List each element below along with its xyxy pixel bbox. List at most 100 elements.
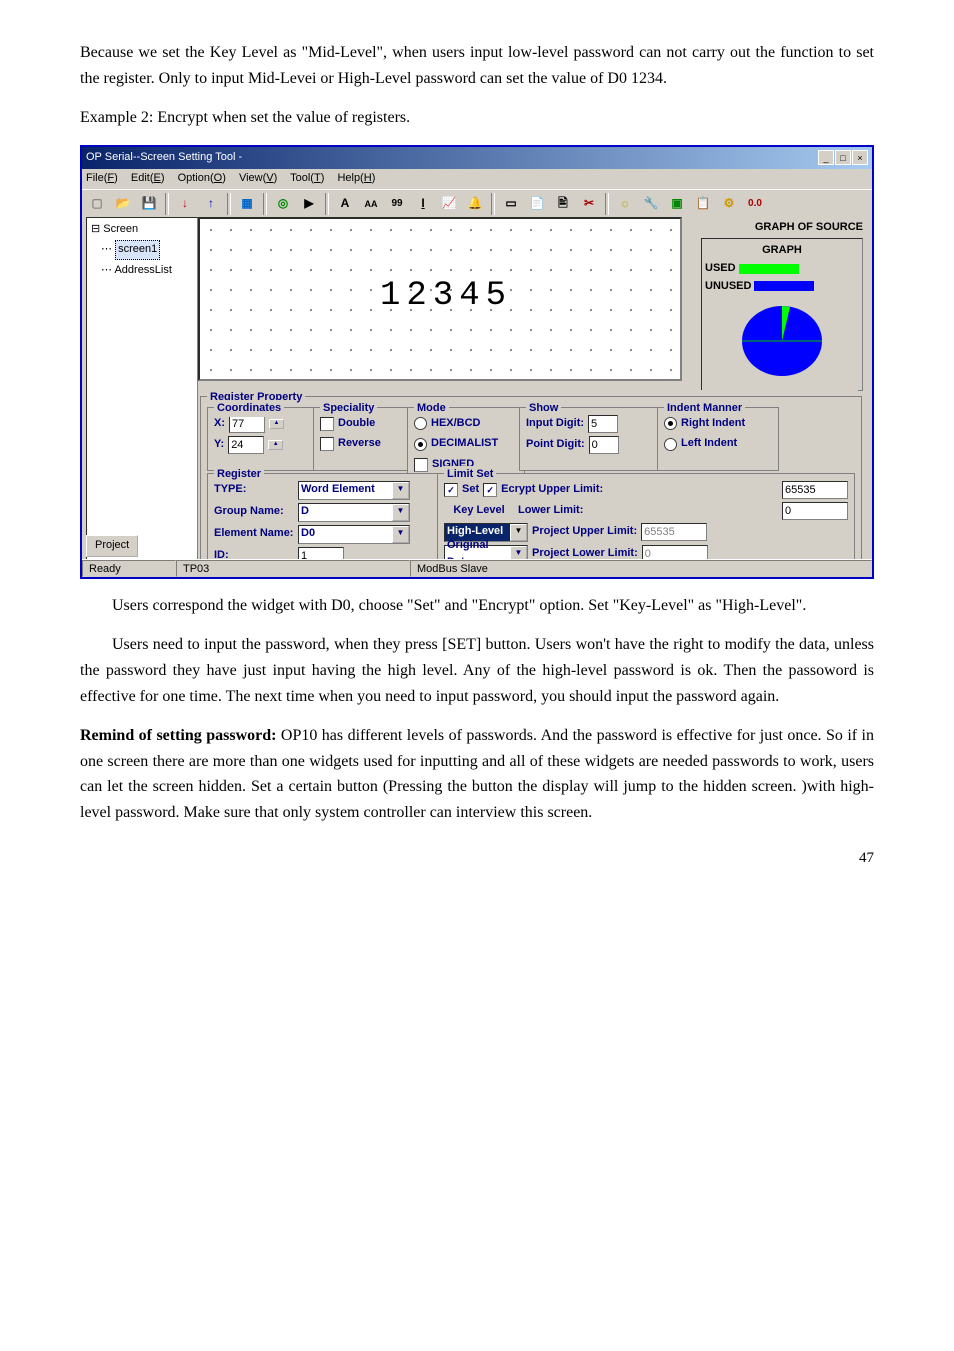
- label-type: TYPE:: [214, 481, 294, 499]
- tool-clip-icon[interactable]: 📋: [691, 192, 715, 216]
- menu-tool[interactable]: Tool(T): [290, 172, 324, 184]
- input-point-digit[interactable]: [589, 436, 619, 454]
- window-title: OP Serial--Screen Setting Tool -: [86, 149, 242, 167]
- tool-00-icon[interactable]: 0.0: [743, 192, 767, 216]
- tool-grid-icon[interactable]: ▦: [235, 192, 259, 216]
- chevron-down-icon[interactable]: ▼: [392, 482, 409, 499]
- used-swatch: [739, 264, 799, 274]
- tool-i-icon[interactable]: I: [411, 192, 435, 216]
- menu-file[interactable]: File(F): [86, 172, 118, 184]
- example-caption: Example 2: Encrypt when set the value of…: [80, 105, 874, 131]
- rad-left-indent[interactable]: [664, 438, 677, 451]
- pie-chart: [737, 301, 827, 381]
- tool-docs-icon[interactable]: 🖹: [551, 192, 575, 216]
- input-lower[interactable]: [782, 502, 848, 520]
- menu-option[interactable]: Option(O): [178, 172, 226, 184]
- grp-show: Show Input Digit: Point Digit:: [519, 407, 663, 471]
- tool-sun-icon[interactable]: ☼: [613, 192, 637, 216]
- graph-title: GRAPH OF SOURCE: [697, 217, 867, 239]
- chk-set[interactable]: ✓: [444, 483, 458, 497]
- register-property-panel: Register Property Coordinates X: ▲ Y: ▲ …: [198, 390, 858, 579]
- label-group: Group Name:: [214, 503, 294, 521]
- label-left-indent: Left Indent: [681, 435, 737, 453]
- label-keylevel: Key Level: [444, 502, 514, 520]
- status-protocol: ModBus Slave: [410, 560, 872, 577]
- tool-play-icon[interactable]: ▶: [297, 192, 321, 216]
- tab-project[interactable]: Project: [86, 535, 138, 557]
- tool-up-icon[interactable]: ↑: [199, 192, 223, 216]
- window-controls: _ □ ×: [818, 150, 868, 165]
- tree-addresslist[interactable]: ⋯ AddressList: [89, 261, 195, 281]
- spin-x[interactable]: ▲: [269, 419, 284, 429]
- outro-p1: Users correspond the widget with D0, cho…: [80, 593, 874, 619]
- design-canvas[interactable]: 12345: [198, 217, 682, 381]
- tool-aa-icon[interactable]: AA: [359, 192, 383, 216]
- chk-encrypt[interactable]: ✓: [483, 483, 497, 497]
- tool-a-icon[interactable]: A: [333, 192, 357, 216]
- menu-edit[interactable]: Edit(E): [131, 172, 165, 184]
- tool-new-icon[interactable]: ▢: [85, 192, 109, 216]
- maximize-icon[interactable]: □: [835, 150, 851, 165]
- tool-wrench-icon[interactable]: 🔧: [639, 192, 663, 216]
- canvas-value[interactable]: 12345: [380, 269, 512, 323]
- input-input-digit[interactable]: [588, 415, 618, 433]
- tool-gear-icon[interactable]: ⚙: [717, 192, 741, 216]
- tool-chart-icon[interactable]: 📈: [437, 192, 461, 216]
- spin-y[interactable]: ▲: [268, 440, 283, 450]
- input-upper[interactable]: [782, 481, 848, 499]
- chevron-down-icon[interactable]: ▼: [392, 504, 409, 521]
- chk-reverse[interactable]: [320, 437, 334, 451]
- graph-label: GRAPH: [705, 242, 859, 260]
- rad-hex[interactable]: [414, 417, 427, 430]
- intro-para: Because we set the Key Level as "Mid-Lev…: [80, 40, 874, 91]
- combo-group[interactable]: D▼: [298, 503, 410, 522]
- combo-type[interactable]: Word Element▼: [298, 481, 410, 500]
- tree-root[interactable]: ⊟ Screen: [89, 220, 195, 240]
- grp-coordinates: Coordinates X: ▲ Y: ▲: [207, 407, 317, 471]
- tool-99-icon[interactable]: 99: [385, 192, 409, 216]
- chk-double[interactable]: [320, 417, 334, 431]
- tool-doc-icon[interactable]: 📄: [525, 192, 549, 216]
- tool-down-icon[interactable]: ↓: [173, 192, 197, 216]
- input-x[interactable]: [229, 415, 265, 433]
- legend-used: USED: [705, 260, 859, 278]
- tool-open-icon[interactable]: 📂: [111, 192, 135, 216]
- legend-speciality: Speciality: [320, 400, 377, 418]
- rad-dec[interactable]: [414, 438, 427, 451]
- combo-element[interactable]: D0▼: [298, 525, 410, 544]
- tool-bag-icon[interactable]: 🔔: [463, 192, 487, 216]
- chk-signed[interactable]: [414, 458, 428, 472]
- menu-help[interactable]: Help(H): [337, 172, 375, 184]
- chevron-down-icon[interactable]: ▼: [510, 524, 527, 541]
- title-bar: OP Serial--Screen Setting Tool - _ □ ×: [82, 147, 872, 169]
- toolbar: ▢ 📂 💾 ↓ ↑ ▦ ◎ ▶ A AA 99 I 📈 🔔 ▭ 📄 🖹 ✂ ☼ …: [82, 189, 872, 218]
- label-set: Set: [462, 481, 479, 499]
- chevron-down-icon[interactable]: ▼: [392, 526, 409, 543]
- legend-register: Register: [214, 466, 264, 484]
- graph-panel: GRAPH OF SOURCE GRAPH USED UNUSED: [697, 217, 867, 377]
- legend-indent: Indent Manner: [664, 400, 745, 418]
- tool-cut-icon[interactable]: ✂: [577, 192, 601, 216]
- tool-target-icon[interactable]: ◎: [271, 192, 295, 216]
- status-bar: Ready TP03 ModBus Slave: [82, 559, 872, 577]
- menu-view[interactable]: View(V): [239, 172, 277, 184]
- tool-box-icon[interactable]: ▣: [665, 192, 689, 216]
- label-lower: Lower Limit:: [518, 502, 608, 520]
- rad-right-indent[interactable]: [664, 417, 677, 430]
- graph-box: GRAPH USED UNUSED: [701, 238, 863, 391]
- label-y: Y:: [214, 436, 224, 454]
- input-y[interactable]: [228, 436, 264, 454]
- work-area: ⊟ Screen ⋯ screen1 ⋯ AddressList 12345 G…: [84, 215, 870, 559]
- close-icon[interactable]: ×: [852, 150, 868, 165]
- toolbar-divider: [605, 193, 609, 215]
- minimize-icon[interactable]: _: [818, 150, 834, 165]
- tool-save-icon[interactable]: 💾: [137, 192, 161, 216]
- grp-register-property: Register Property Coordinates X: ▲ Y: ▲ …: [200, 396, 862, 579]
- legend-mode: Mode: [414, 400, 449, 418]
- tool-rect-icon[interactable]: ▭: [499, 192, 523, 216]
- toolbar-divider: [491, 193, 495, 215]
- page-number: 47: [859, 846, 874, 870]
- tree-screen1[interactable]: ⋯ screen1: [89, 239, 195, 261]
- app-window: OP Serial--Screen Setting Tool - _ □ × F…: [80, 145, 874, 579]
- label-proj-upper: Project Upper Limit:: [532, 523, 637, 541]
